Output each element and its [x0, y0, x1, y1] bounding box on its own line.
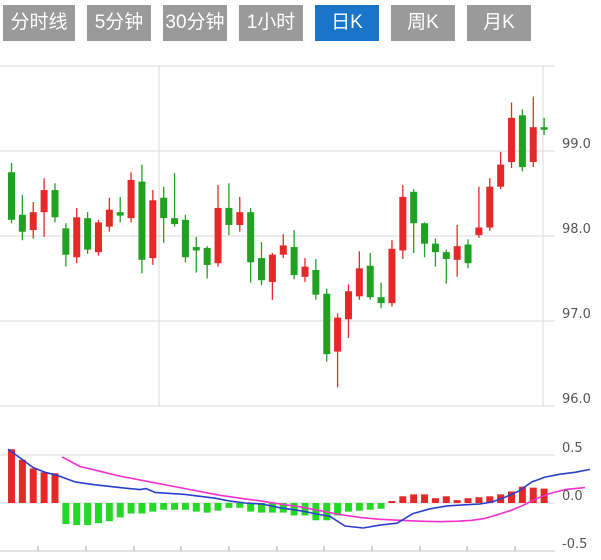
macd-histogram [8, 449, 548, 526]
svg-text:0.0: 0.0 [562, 489, 583, 504]
macd-lines [7, 448, 591, 529]
dif-line [7, 448, 591, 529]
svg-text:97.0: 97.0 [562, 307, 591, 322]
tab-timeline[interactable]: 分时线 [3, 5, 75, 41]
svg-text:-0.5: -0.5 [562, 537, 587, 552]
axis-labels: 99.0 98.0 97.0 96.0 0.5 0.0 -0.5 [562, 137, 591, 552]
timeframe-tabbar: 分时线 5分钟 30分钟 1小时 日K 周K 月K [3, 5, 531, 41]
svg-text:96.0: 96.0 [562, 392, 591, 407]
dea-line [61, 456, 586, 523]
price-gridlines [0, 65, 555, 407]
x-axis-ticks [37, 546, 516, 551]
tab-monthly-k[interactable]: 月K [467, 5, 531, 41]
candlestick-series [8, 96, 548, 388]
svg-text:0.5: 0.5 [562, 441, 583, 456]
tab-30min[interactable]: 30分钟 [163, 5, 227, 41]
tab-1hour[interactable]: 1小时 [239, 5, 303, 41]
svg-text:98.0: 98.0 [562, 222, 591, 237]
tab-daily-k[interactable]: 日K [315, 5, 379, 41]
tab-5min[interactable]: 5分钟 [87, 5, 151, 41]
svg-text:99.0: 99.0 [562, 137, 591, 152]
tab-weekly-k[interactable]: 周K [391, 5, 455, 41]
